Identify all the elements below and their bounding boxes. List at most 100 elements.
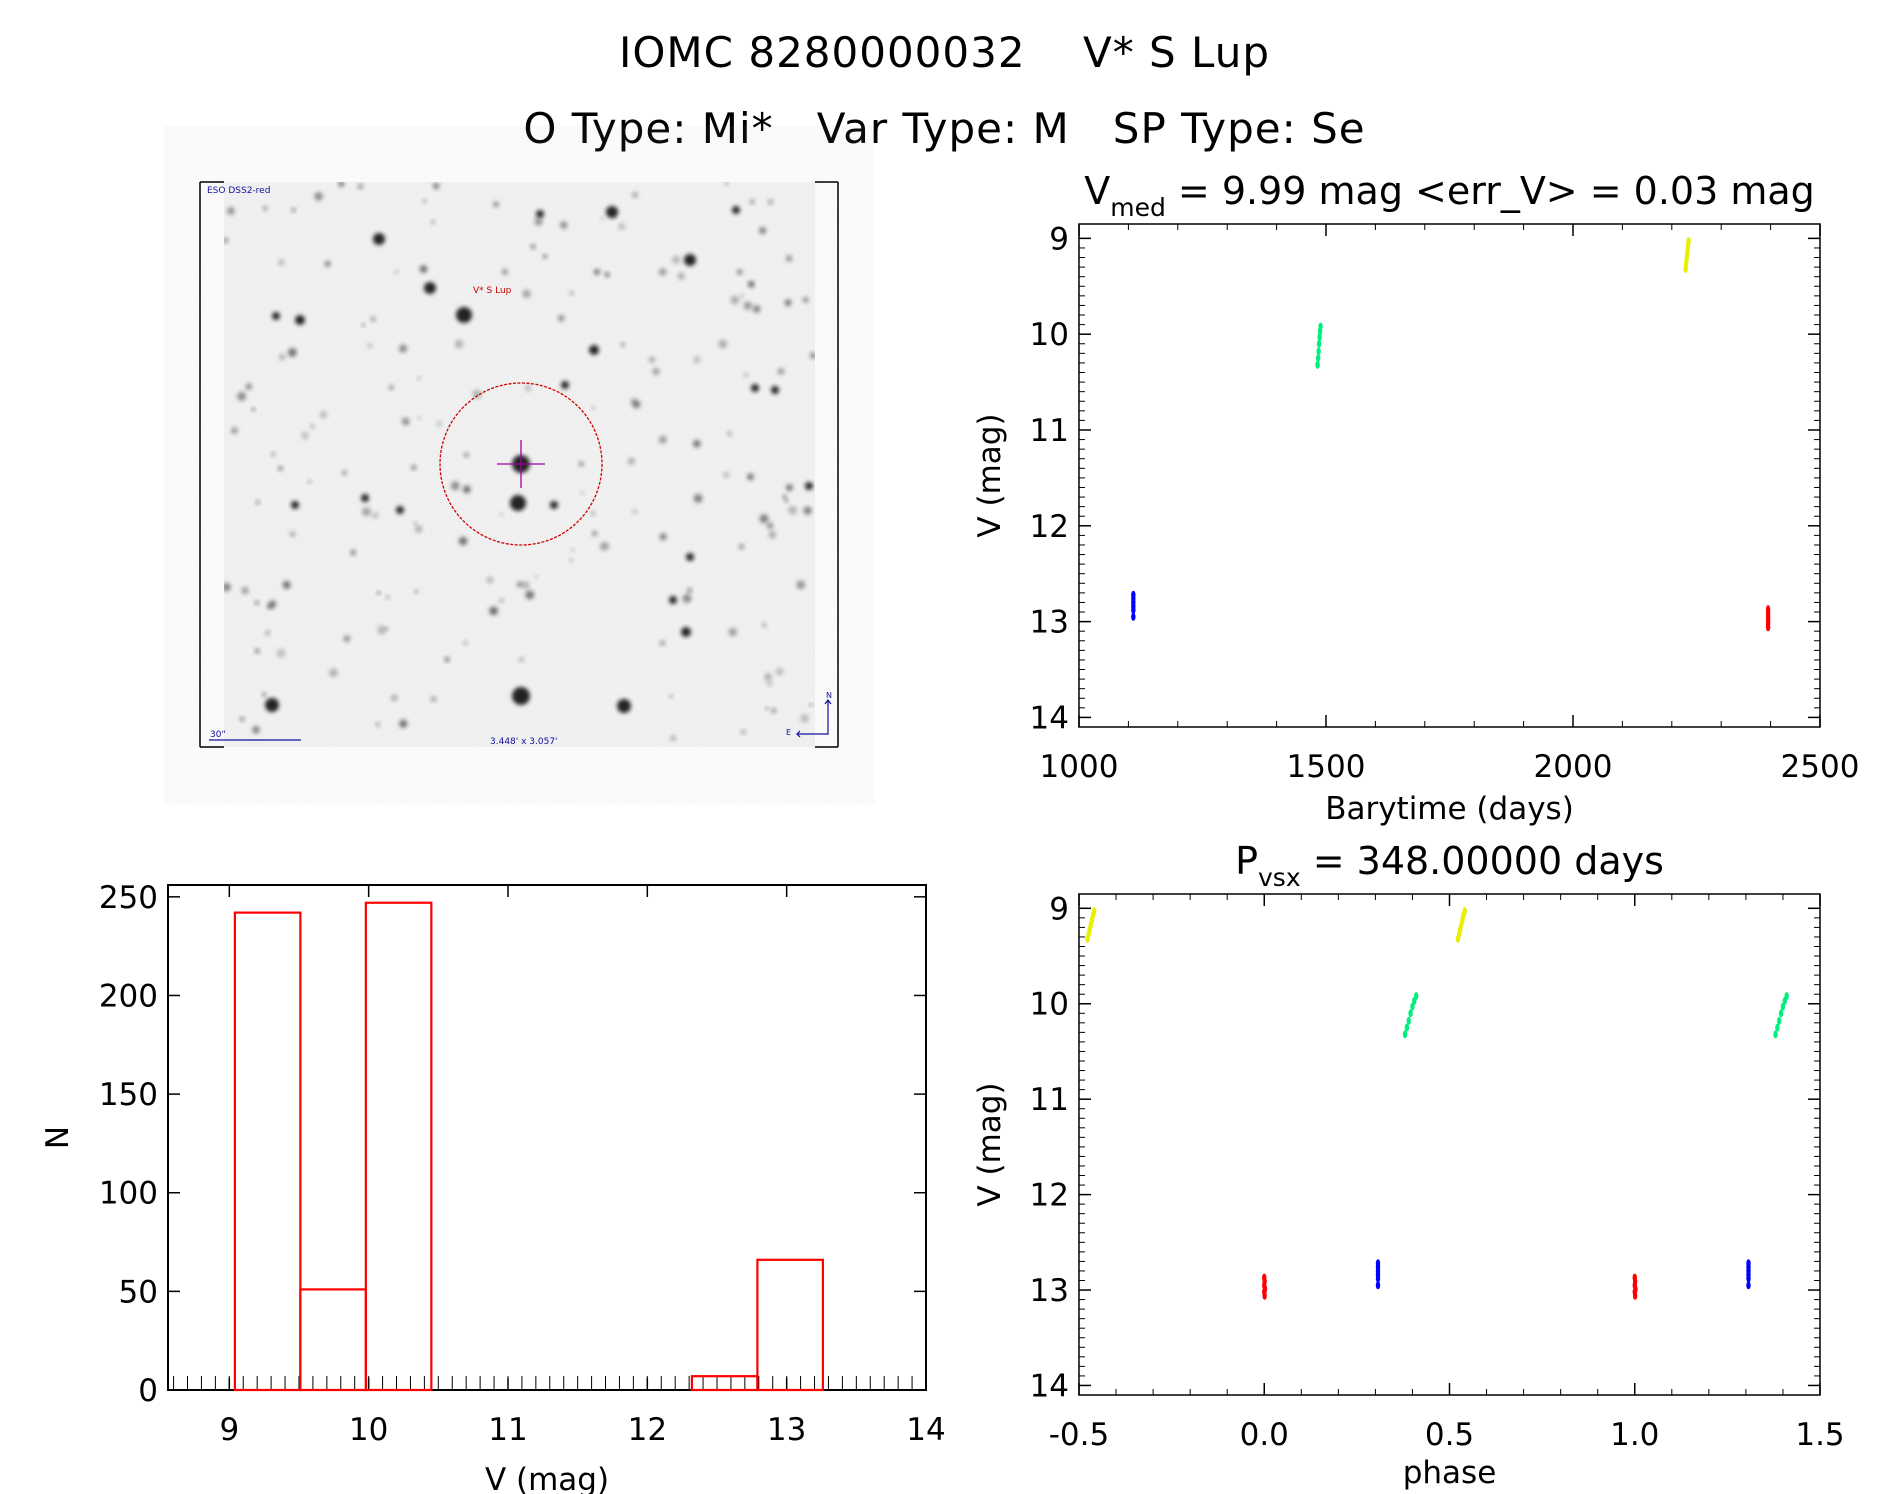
- data-point: [1316, 347, 1321, 356]
- star: [399, 719, 408, 728]
- star: [589, 345, 599, 355]
- data-point: [1315, 360, 1320, 369]
- star: [648, 356, 656, 363]
- star: [693, 494, 703, 503]
- star: [784, 299, 792, 307]
- star: [718, 339, 728, 349]
- stars: [224, 182, 815, 741]
- star: [534, 217, 543, 226]
- star: [512, 687, 530, 705]
- star: [550, 501, 558, 509]
- star: [430, 696, 437, 702]
- star: [519, 657, 524, 663]
- x-tick-label: 2000: [1534, 749, 1613, 785]
- star: [279, 354, 286, 360]
- star: [748, 280, 755, 287]
- star: [686, 553, 694, 561]
- star: [580, 491, 585, 495]
- star: [463, 452, 469, 458]
- star: [785, 255, 793, 262]
- star: [759, 227, 767, 235]
- star: [417, 376, 421, 381]
- phased-chart: -0.5 0.0 0.5 1.0 1.5 9 10 11 12 13 14 phase V (mag) P…: [972, 839, 1845, 1491]
- star: [237, 392, 247, 401]
- data-point: [1765, 623, 1771, 632]
- star: [659, 640, 666, 646]
- star: [809, 703, 813, 707]
- star: [456, 307, 472, 323]
- y-tick-label: 12: [1030, 1178, 1069, 1214]
- data-point: [1375, 1281, 1381, 1290]
- star: [417, 416, 421, 420]
- star: [458, 536, 468, 546]
- star: [557, 315, 565, 322]
- star: [743, 301, 752, 310]
- star: [399, 344, 408, 353]
- star: [765, 706, 769, 710]
- histogram-bar: [299, 1288, 367, 1392]
- star: [766, 680, 773, 686]
- x-tick-label: 1.5: [1795, 1417, 1844, 1453]
- star: [620, 342, 626, 347]
- star: [693, 439, 701, 448]
- star: [472, 389, 482, 399]
- star: [743, 372, 749, 378]
- star: [324, 260, 331, 267]
- star: [590, 511, 596, 516]
- star: [227, 207, 235, 215]
- star: [224, 237, 229, 244]
- star: [291, 501, 299, 509]
- star: [522, 289, 531, 299]
- page-subtitle: O Type: Mi* Var Type: M SP Type: Se: [523, 104, 1366, 153]
- data-point: [1315, 354, 1321, 363]
- star: [768, 530, 777, 539]
- star: [759, 514, 769, 524]
- y-axis-label: V (mag): [972, 1082, 1008, 1206]
- star: [510, 495, 526, 511]
- star: [396, 506, 404, 514]
- star: [450, 481, 460, 491]
- star: [319, 411, 328, 419]
- star: [314, 192, 323, 201]
- y-tick-label: 150: [99, 1077, 158, 1113]
- star: [659, 533, 667, 541]
- y-tick-label: 9: [1049, 221, 1069, 257]
- star: [775, 667, 784, 676]
- star: [463, 640, 468, 646]
- title-rest: = 348.00000 days: [1301, 839, 1664, 883]
- data-point: [1686, 237, 1691, 246]
- star: [600, 216, 604, 220]
- y-tick-label: 50: [119, 1274, 158, 1310]
- star: [251, 407, 256, 412]
- star: [401, 417, 410, 426]
- data-point: [1091, 907, 1097, 916]
- x-axis-label: phase: [1403, 1455, 1497, 1491]
- star: [560, 221, 568, 229]
- star: [525, 590, 535, 600]
- star: [390, 694, 398, 702]
- title-rest: = 9.99 mag <err_V> = 0.03 mag: [1166, 169, 1815, 213]
- star: [270, 451, 276, 457]
- star: [254, 600, 259, 605]
- star: [430, 219, 435, 225]
- star: [658, 435, 667, 444]
- lightcurve-chart: 1000 1500 2000 2500 9 10 11 12 13 14 Barytime (day…: [972, 169, 1859, 827]
- star: [627, 457, 635, 465]
- star: [310, 424, 315, 429]
- histogram-bar: [756, 1258, 824, 1392]
- star: [525, 385, 532, 392]
- star: [591, 405, 596, 410]
- y-tick-label: 100: [99, 1176, 158, 1212]
- star: [810, 352, 815, 359]
- target-circle: [439, 382, 603, 546]
- star: [736, 269, 743, 275]
- x-tick-label: 0.0: [1240, 1417, 1289, 1453]
- star: [732, 206, 740, 214]
- histogram-bar: [233, 911, 302, 1392]
- title-main: V: [1084, 169, 1110, 213]
- x-tick-label: 13: [767, 1412, 806, 1448]
- star: [357, 183, 364, 190]
- x-tick-label: 11: [488, 1412, 527, 1448]
- y-tick-label: 14: [1030, 1368, 1069, 1404]
- star: [561, 381, 569, 389]
